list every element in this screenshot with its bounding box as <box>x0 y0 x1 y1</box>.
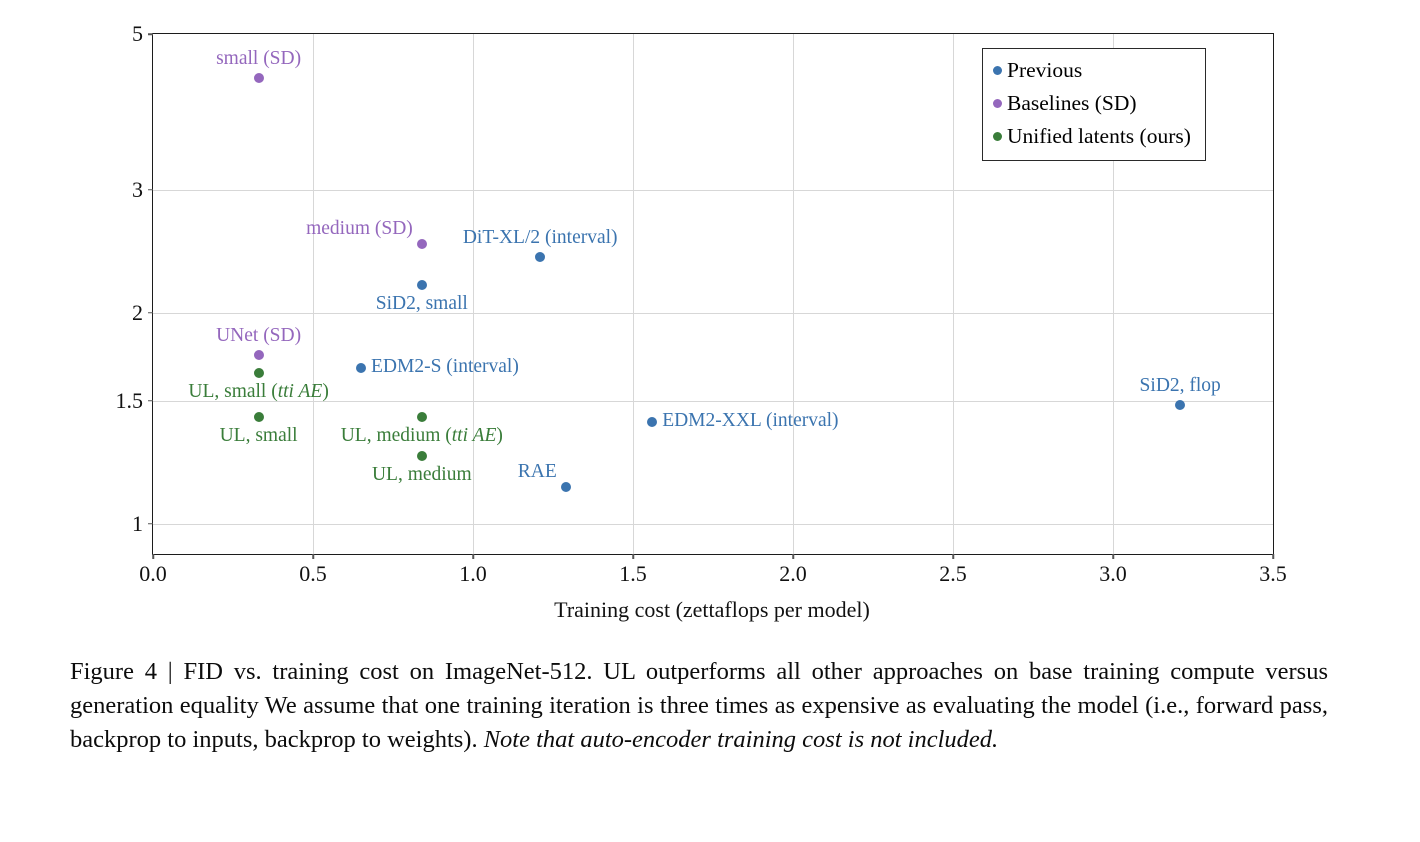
data-point <box>416 238 427 249</box>
x-tick-label: 1.5 <box>619 561 647 586</box>
x-tick-mark <box>472 554 474 559</box>
x-axis-title: Training cost (zettaflops per model) <box>554 597 870 622</box>
x-tick-mark <box>952 554 954 559</box>
legend: Previous Baselines (SD) Unified latents (o… <box>982 48 1206 161</box>
data-point-label: UL, small (tti AE) <box>188 381 329 403</box>
x-gridline <box>633 34 634 554</box>
data-point-label: EDM2-XXL (interval) <box>662 409 839 431</box>
data-point <box>560 481 571 492</box>
y-tick-mark <box>148 312 153 314</box>
data-point <box>253 72 264 83</box>
data-point <box>253 350 264 361</box>
data-point-label: SiD2, flop <box>1139 374 1221 396</box>
data-point-label: UL, small <box>219 425 298 447</box>
legend-label: Previous <box>1007 58 1083 82</box>
x-tick-mark <box>632 554 634 559</box>
caption-text: Figure 4 | FID vs. training cost on Imag… <box>70 658 1328 753</box>
x-tick-label: 0.0 <box>139 561 167 586</box>
data-point-label: RAE <box>517 460 557 482</box>
legend-item: Baselines (SD) <box>993 87 1191 120</box>
x-tick-label: 3.5 <box>1259 561 1287 586</box>
data-point-label: UL, medium (tti AE) <box>340 425 503 447</box>
legend-label: Unified latents (ours) <box>1007 124 1191 148</box>
legend-label: Baselines (SD) <box>1007 91 1137 115</box>
x-tick-mark <box>312 554 314 559</box>
data-point-label: UNet (SD) <box>216 325 302 347</box>
data-point <box>416 280 427 291</box>
y-tick-mark <box>148 188 153 191</box>
data-point <box>1175 399 1186 410</box>
data-point-label: SiD2, small <box>375 293 468 315</box>
x-gridline <box>313 34 314 554</box>
data-point <box>416 412 427 423</box>
data-point <box>253 368 264 379</box>
data-point <box>647 416 658 427</box>
caption-italic-text: Note that auto-encoder training cost is … <box>483 726 999 753</box>
data-point-label: small (SD) <box>216 47 302 69</box>
x-gridline <box>793 34 794 554</box>
data-point <box>535 252 546 263</box>
data-point <box>416 451 427 462</box>
y-gridline <box>153 400 1273 402</box>
legend-marker-icon <box>993 66 1002 75</box>
y-gridline <box>153 312 1273 314</box>
x-tick-mark <box>152 554 154 559</box>
x-tick-label: 0.5 <box>299 561 327 586</box>
data-point-label: medium (SD) <box>306 217 413 239</box>
y-tick-mark <box>148 523 153 525</box>
legend-item: Previous <box>993 54 1191 87</box>
x-tick-mark <box>1272 554 1274 559</box>
data-point-label: EDM2-S (interval) <box>371 355 519 377</box>
x-tick-label: 1.0 <box>459 561 487 586</box>
y-tick-mark <box>148 399 153 402</box>
y-tick-label: 1.5 <box>115 387 144 413</box>
y-tick-label: 5 <box>132 21 143 46</box>
x-gridline <box>1113 34 1114 554</box>
y-tick-label: 1 <box>132 510 143 536</box>
x-gridline <box>473 34 474 554</box>
x-tick-label: 2.5 <box>939 561 967 586</box>
data-point-label: UL, medium <box>371 464 472 486</box>
y-tick-mark <box>148 33 153 35</box>
plot-area: Previous Baselines (SD) Unified latents (o… <box>116 21 1287 586</box>
x-tick-label: 2.0 <box>779 561 807 586</box>
x-tick-label: 3.0 <box>1099 561 1127 586</box>
x-tick-mark <box>792 554 794 559</box>
figure-caption: Figure 4 | FID vs. training cost on Imag… <box>70 655 1328 757</box>
y-gridline <box>153 523 1273 525</box>
legend-marker-icon <box>993 99 1002 108</box>
data-point <box>356 362 366 373</box>
y-tick-label: 3 <box>132 176 143 202</box>
y-gridline <box>153 189 1273 191</box>
data-point-label: DiT-XL/2 (interval) <box>462 227 618 249</box>
legend-marker-icon <box>993 132 1002 141</box>
y-tick-label: 2 <box>132 299 143 325</box>
data-point <box>253 412 264 423</box>
x-tick-mark <box>1112 554 1114 559</box>
x-gridline <box>953 34 954 554</box>
legend-item: Unified latents (ours) <box>993 120 1191 153</box>
